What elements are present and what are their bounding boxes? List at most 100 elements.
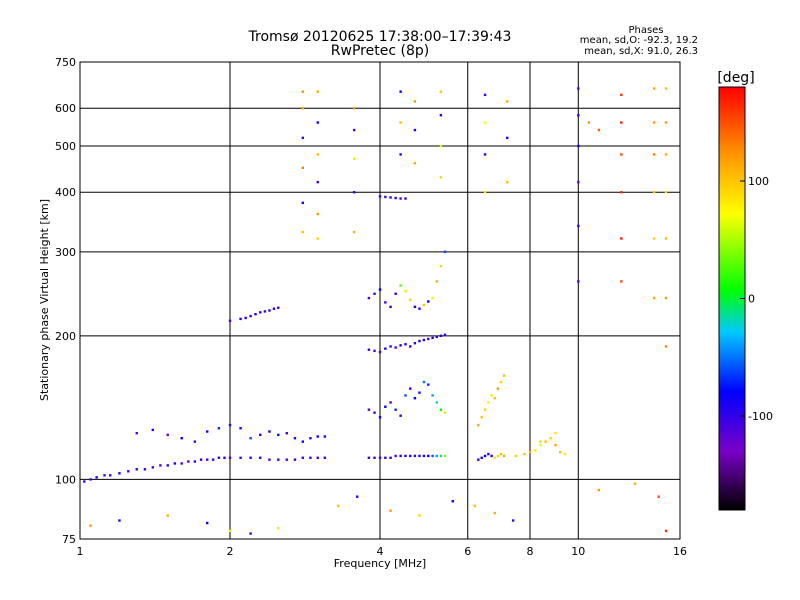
data-point [373, 349, 376, 353]
data-point [316, 435, 319, 438]
data-point [439, 144, 443, 148]
y-tick-label: 300 [55, 246, 76, 259]
data-point [439, 114, 443, 117]
data-point [439, 334, 443, 338]
data-point [384, 195, 387, 199]
y-tick-label: 500 [55, 140, 76, 153]
data-point [431, 336, 434, 340]
data-point [664, 87, 668, 90]
data-point [151, 428, 155, 432]
data-point [277, 433, 280, 437]
data-point [443, 250, 447, 254]
data-point [316, 180, 319, 184]
data-point [435, 335, 438, 339]
data-point [95, 476, 98, 479]
data-point [477, 458, 480, 461]
data-point [443, 411, 447, 414]
data-point [404, 290, 407, 293]
data-point [316, 121, 319, 124]
data-point [487, 401, 490, 404]
grid-lines [80, 62, 680, 539]
data-point [597, 128, 601, 132]
data-point [413, 305, 417, 309]
data-point [404, 394, 407, 397]
y-tick-label: 100 [55, 473, 76, 486]
data-point [151, 466, 155, 469]
data-point [493, 396, 497, 400]
data-point [483, 93, 487, 97]
data-point [285, 458, 288, 461]
phase-stats-o: mean, sd,O: -92.3, 19.2 [580, 35, 698, 46]
data-point [180, 462, 183, 465]
data-points [83, 87, 668, 535]
data-point [499, 380, 503, 384]
chart-title: Tromsø 20120625 17:38:00–17:39:43 [248, 29, 512, 45]
data-point [587, 121, 591, 124]
data-point [272, 307, 276, 310]
data-point [301, 230, 305, 234]
data-point [483, 191, 487, 194]
data-point [394, 292, 397, 295]
data-point [394, 408, 397, 411]
data-point [523, 452, 526, 456]
data-point [559, 451, 562, 454]
data-point [664, 191, 668, 194]
data-point [394, 196, 397, 200]
data-point [431, 394, 434, 397]
data-point [404, 197, 407, 200]
data-point [301, 440, 305, 443]
data-point [422, 303, 426, 307]
data-point [413, 162, 417, 165]
data-point [89, 524, 92, 527]
data-point [205, 458, 209, 461]
data-point [389, 509, 392, 512]
data-point [499, 452, 503, 456]
data-point [205, 430, 209, 433]
data-point [633, 482, 637, 485]
data-point [166, 464, 169, 467]
data-point [554, 431, 557, 435]
data-point [187, 460, 190, 463]
data-point [193, 440, 197, 443]
data-point [367, 456, 371, 459]
data-point [239, 456, 242, 459]
data-point [277, 527, 280, 530]
x-tick-label: 8 [527, 545, 534, 558]
data-point [427, 454, 430, 458]
data-point [259, 456, 262, 459]
data-point [143, 468, 147, 471]
data-point [89, 478, 92, 481]
data-point [577, 280, 580, 283]
data-point [228, 423, 232, 427]
data-point [159, 464, 162, 467]
data-point [620, 280, 623, 283]
data-point [620, 121, 623, 124]
data-point [493, 511, 497, 515]
data-point [166, 514, 169, 517]
data-point [373, 411, 376, 414]
data-point [511, 519, 515, 522]
data-point [483, 153, 487, 156]
data-point [355, 495, 359, 498]
data-point [664, 345, 668, 348]
data-point [413, 100, 417, 103]
data-point [135, 468, 138, 471]
data-point [422, 338, 426, 342]
x-tick-label: 6 [464, 545, 471, 558]
data-point [199, 458, 203, 461]
data-point [620, 237, 623, 240]
y-tick-label: 600 [55, 102, 76, 115]
colorbar-tick-label: -100 [748, 410, 773, 423]
data-point [577, 87, 580, 90]
data-point [435, 280, 438, 283]
data-point [505, 100, 509, 103]
data-point [249, 437, 252, 440]
data-point [316, 153, 319, 156]
data-point [378, 350, 382, 354]
data-point [577, 224, 580, 228]
data-point [620, 153, 623, 156]
data-point [620, 93, 623, 97]
data-point [301, 201, 305, 205]
data-point [431, 454, 434, 458]
data-point [652, 153, 656, 156]
